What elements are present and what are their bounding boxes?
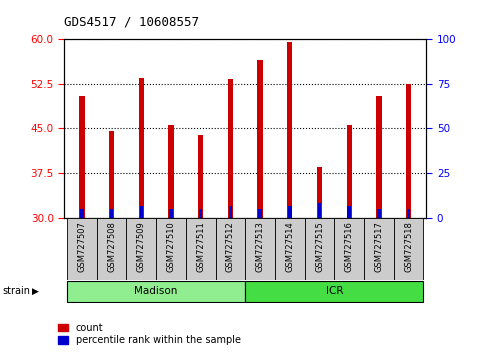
- Bar: [258, 209, 262, 218]
- Bar: [407, 209, 410, 218]
- Text: ICR: ICR: [325, 286, 343, 296]
- Bar: [348, 206, 351, 218]
- Text: GSM727516: GSM727516: [345, 221, 353, 272]
- Bar: [347, 125, 352, 218]
- Text: GSM727507: GSM727507: [77, 221, 86, 272]
- Text: Madison: Madison: [135, 286, 178, 296]
- Bar: [109, 131, 114, 218]
- Legend: count, percentile rank within the sample: count, percentile rank within the sample: [54, 319, 245, 349]
- Bar: [394, 218, 423, 280]
- Bar: [199, 209, 203, 218]
- Bar: [156, 218, 186, 280]
- Bar: [275, 218, 305, 280]
- Bar: [97, 218, 127, 280]
- Bar: [246, 218, 275, 280]
- Bar: [228, 79, 233, 218]
- Bar: [288, 206, 291, 218]
- Text: GSM727514: GSM727514: [285, 221, 294, 272]
- Bar: [215, 218, 246, 280]
- Bar: [67, 218, 97, 280]
- Text: GSM727512: GSM727512: [226, 221, 235, 272]
- Bar: [79, 96, 85, 218]
- Bar: [67, 281, 246, 302]
- Bar: [80, 209, 84, 218]
- Text: GSM727510: GSM727510: [167, 221, 176, 272]
- Bar: [287, 42, 292, 218]
- Bar: [169, 209, 173, 218]
- Bar: [127, 218, 156, 280]
- Bar: [305, 218, 334, 280]
- Bar: [376, 96, 382, 218]
- Bar: [318, 203, 321, 218]
- Text: strain: strain: [2, 286, 31, 296]
- Text: ▶: ▶: [32, 286, 39, 296]
- Bar: [246, 281, 423, 302]
- Bar: [139, 78, 144, 218]
- Bar: [110, 209, 113, 218]
- Bar: [229, 206, 232, 218]
- Bar: [377, 209, 381, 218]
- Bar: [140, 206, 143, 218]
- Text: GSM727508: GSM727508: [107, 221, 116, 272]
- Text: GDS4517 / 10608557: GDS4517 / 10608557: [64, 16, 199, 29]
- Text: GSM727518: GSM727518: [404, 221, 413, 272]
- Text: GSM727513: GSM727513: [255, 221, 265, 272]
- Text: GSM727517: GSM727517: [374, 221, 384, 272]
- Bar: [334, 218, 364, 280]
- Text: GSM727511: GSM727511: [196, 221, 205, 272]
- Bar: [198, 136, 204, 218]
- Bar: [186, 218, 215, 280]
- Bar: [317, 167, 322, 218]
- Bar: [364, 218, 394, 280]
- Text: GSM727509: GSM727509: [137, 221, 146, 272]
- Text: GSM727515: GSM727515: [315, 221, 324, 272]
- Bar: [257, 60, 263, 218]
- Bar: [406, 84, 411, 218]
- Bar: [168, 125, 174, 218]
